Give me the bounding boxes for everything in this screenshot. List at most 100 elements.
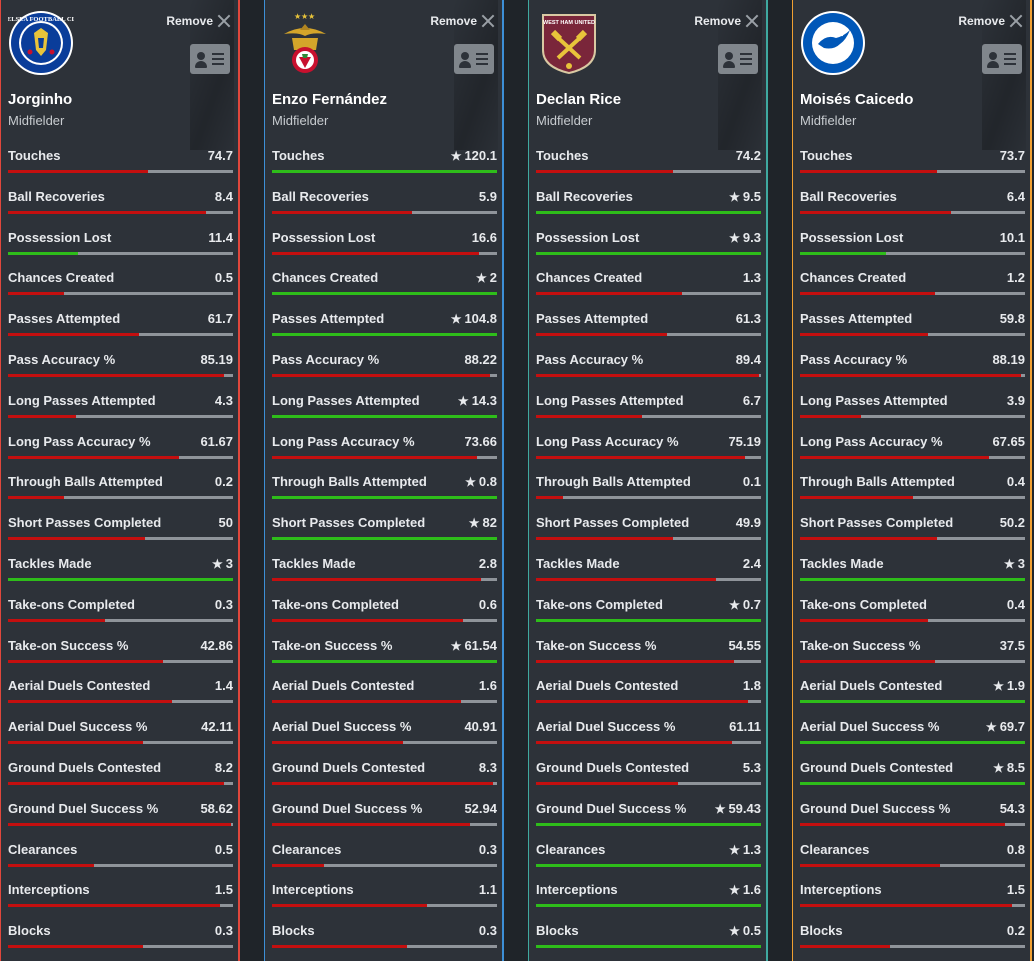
player-name: Declan Rice — [536, 91, 622, 108]
stat-value: 5.3 — [743, 760, 761, 775]
stat-label: Aerial Duels Contested — [8, 678, 151, 694]
stat-value: ★ 8.5 — [993, 760, 1025, 775]
remove-button[interactable]: Remove — [430, 14, 494, 28]
svg-text:CHELSEA FOOTBALL CLUB: CHELSEA FOOTBALL CLUB — [8, 16, 74, 23]
stat-label: Take-on Success % — [536, 637, 657, 653]
stat-value: 4.3 — [215, 393, 233, 408]
profile-card-head — [725, 52, 733, 60]
profile-card-icon[interactable] — [190, 44, 230, 74]
stat-value: 42.86 — [200, 638, 233, 653]
stat-value-text: 0.5 — [214, 841, 233, 857]
stat-bar-fill — [8, 822, 231, 826]
stat-value-text: 3 — [1017, 556, 1025, 571]
west-ham-crest-icon: WEST HAM UNITED — [536, 10, 602, 76]
remove-button[interactable]: Remove — [958, 14, 1022, 28]
stat-bar-track — [8, 251, 233, 255]
stat-bar-fill — [536, 251, 761, 255]
stat-bar-fill — [272, 578, 482, 581]
stat-value: 61.67 — [200, 434, 233, 449]
stat-bar-track — [800, 170, 1025, 173]
card-border-right — [766, 0, 768, 961]
stat-value: 1.4 — [215, 678, 233, 693]
stat-row: Interceptions 1.5 — [800, 882, 1025, 923]
profile-card-head — [197, 52, 205, 60]
player-position: Midfielder — [8, 113, 65, 128]
stat-value-text: 2.4 — [742, 556, 761, 571]
stat-value-text: 50 — [218, 515, 233, 531]
stat-row: Take-on Success % 42.86 — [8, 638, 233, 679]
profile-card-icon[interactable] — [718, 44, 758, 74]
profile-card-icon[interactable] — [454, 44, 494, 74]
stat-value: 85.19 — [200, 352, 233, 367]
stat-value: 59.8 — [1000, 311, 1025, 326]
profile-card-body — [459, 61, 471, 68]
stat-label: Tackles Made — [272, 556, 356, 571]
player-position: Midfielder — [800, 113, 857, 128]
stat-value: 67.65 — [992, 434, 1025, 449]
stat-label: Short Passes Completed — [800, 515, 954, 531]
stat-bar-fill — [8, 455, 179, 459]
stat-value: 74.2 — [736, 148, 761, 163]
stat-value-text: 61.11 — [729, 719, 761, 735]
stat-label: Pass Accuracy % — [272, 352, 380, 367]
stat-value: 11.4 — [208, 230, 233, 245]
player-name: Jorginho — [8, 91, 73, 108]
stat-bar-fill — [272, 537, 497, 541]
stat-value-text: 58.62 — [200, 800, 233, 816]
stat-value-text: 61.54 — [464, 637, 497, 653]
star-icon: ★ — [468, 516, 480, 531]
stat-label: Ground Duels Contested — [8, 760, 162, 775]
close-icon[interactable] — [482, 15, 494, 27]
stat-row: Ground Duels Contested ★ 8.5 — [800, 760, 1025, 801]
close-icon[interactable] — [218, 15, 230, 27]
stat-value-text: 69.7 — [999, 719, 1025, 735]
remove-button[interactable]: Remove — [166, 14, 230, 28]
stat-bar-track — [800, 251, 1025, 255]
stat-row: Chances Created 1.3 — [536, 270, 761, 311]
stat-bar-track — [536, 374, 761, 377]
stat-value: 0.3 — [479, 842, 497, 857]
card-border-right — [1030, 0, 1032, 961]
profile-card-line — [476, 53, 488, 55]
stat-row: Aerial Duel Success % 61.11 — [536, 719, 761, 760]
stat-value-text: 54.55 — [728, 637, 761, 653]
stat-value-text: 9.3 — [742, 229, 761, 245]
stat-row: Tackles Made 2.4 — [536, 556, 761, 597]
star-icon: ★ — [729, 883, 740, 898]
remove-button[interactable]: Remove — [694, 14, 758, 28]
stat-value-text: 0.5 — [214, 270, 233, 286]
brighton-crest-icon — [800, 10, 866, 76]
stat-row: Touches 73.7 — [800, 148, 1025, 189]
star-icon: ★ — [729, 230, 740, 245]
stat-row: Long Passes Attempted 4.3 — [8, 393, 233, 434]
stat-label: Chances Created — [800, 270, 907, 286]
stat-value-text: 0.6 — [478, 596, 497, 612]
stat-value: 42.11 — [201, 719, 233, 734]
stat-value: ★ 9.5 — [729, 189, 761, 204]
stat-bar-track — [272, 863, 497, 867]
profile-card-icon[interactable] — [982, 44, 1022, 74]
stat-value: 54.3 — [1000, 801, 1025, 816]
stat-label: Long Pass Accuracy % — [800, 433, 943, 449]
stat-row: Aerial Duels Contested ★ 1.9 — [800, 678, 1025, 719]
stat-label: Long Passes Attempted — [800, 392, 948, 408]
stat-row: Ground Duel Success % 52.94 — [272, 801, 497, 842]
stat-bar-track — [272, 945, 497, 949]
stat-label: Pass Accuracy % — [536, 352, 644, 367]
stat-value-text: 0.3 — [214, 923, 233, 939]
stat-row: Ground Duel Success % ★ 59.43 — [536, 801, 761, 842]
player-card: Remove Moisés Caicedo Midfielder Touches 73.… — [792, 0, 1032, 961]
star-icon: ★ — [476, 271, 487, 286]
stat-bar-fill — [536, 414, 642, 418]
stat-row: Ground Duels Contested 5.3 — [536, 760, 761, 801]
stat-label: Clearances — [8, 841, 78, 857]
stat-label: Interceptions — [536, 882, 618, 898]
stat-bar-track — [8, 659, 233, 663]
stat-row: Blocks ★ 0.5 — [536, 923, 761, 961]
stat-value-text: 2.8 — [478, 556, 497, 571]
close-icon[interactable] — [746, 15, 758, 27]
stat-bar-track — [272, 700, 497, 704]
stat-label: Chances Created — [536, 270, 643, 286]
close-icon[interactable] — [1010, 15, 1022, 27]
stat-row: Clearances 0.8 — [800, 842, 1025, 883]
